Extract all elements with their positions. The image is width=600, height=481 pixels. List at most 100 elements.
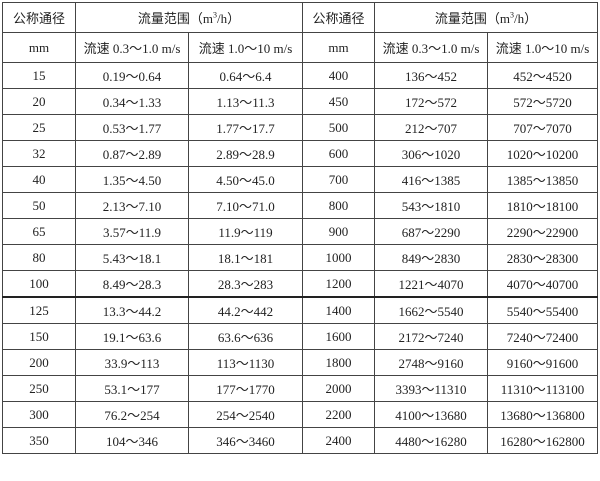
table-cell: 1800: [302, 349, 375, 376]
table-cell: 16280～162800: [487, 427, 598, 454]
table-cell: 572～5720: [487, 88, 598, 115]
table-cell: 172～572: [374, 88, 488, 115]
table-cell: 0.19～0.64: [75, 62, 189, 89]
flow-range-table: 公称通径 流量范围（m3/h） 公称通径 流量范围（m3/h） mm 流速 0.…: [2, 2, 598, 454]
table-cell: 76.2～254: [75, 401, 189, 428]
table-cell: 4480～16280: [374, 427, 488, 454]
table-cell: 4070～40700: [487, 270, 598, 298]
table-cell: 19.1～63.6: [75, 323, 189, 350]
table-cell: 346～3460: [188, 427, 303, 454]
dn-header: 公称通径: [302, 2, 375, 33]
table-cell: 177～1770: [188, 375, 303, 402]
header-row-1: 公称通径 流量范围（m3/h） 公称通径 流量范围（m3/h）: [2, 2, 598, 33]
table-cell: 28.3～283: [188, 270, 303, 298]
table-cell: 3393～11310: [374, 375, 488, 402]
table-cell: 4100～13680: [374, 401, 488, 428]
table-cell: 2748～9160: [374, 349, 488, 376]
table-cell: 125: [2, 296, 76, 324]
table-cell: 200: [2, 349, 76, 376]
flow-range-header: 流量范围（m3/h）: [374, 2, 598, 33]
table-row: 40 1.35～4.50 4.50～45.0 700 416～1385 1385～1385…: [2, 166, 598, 193]
table-cell: 25: [2, 114, 76, 141]
table-cell: 500: [302, 114, 375, 141]
table-cell: 5.43～18.1: [75, 244, 189, 271]
table-cell: 1.77～17.7: [188, 114, 303, 141]
table-cell: 2400: [302, 427, 375, 454]
table-cell: 4.50～45.0: [188, 166, 303, 193]
table-cell: 5540～55400: [487, 296, 598, 324]
table-cell: 350: [2, 427, 76, 454]
table-cell: 849～2830: [374, 244, 488, 271]
table-cell: 300: [2, 401, 76, 428]
table-row: 200 33.9～113 113～1130 1800 2748～9160 9160～916…: [2, 349, 598, 376]
high-speed-header: 流速 1.0～10 m/s: [487, 32, 598, 63]
table-cell: 1600: [302, 323, 375, 350]
table-cell: 113～1130: [188, 349, 303, 376]
table-cell: 700: [302, 166, 375, 193]
table-row: 20 0.34～1.33 1.13～11.3 450 172～572 572～5720: [2, 88, 598, 115]
table-cell: 0.64～6.4: [188, 62, 303, 89]
table-cell: 450: [302, 88, 375, 115]
unit-header: mm: [302, 32, 375, 63]
table-row: 32 0.87～2.89 2.89～28.9 600 306～1020 1020～1020…: [2, 140, 598, 167]
table-cell: 3.57～11.9: [75, 218, 189, 245]
table-cell: 1200: [302, 270, 375, 298]
table-cell: 150: [2, 323, 76, 350]
unit-header: mm: [2, 32, 76, 63]
table-cell: 1221～4070: [374, 270, 488, 298]
table-row: 80 5.43～18.1 18.1～181 1000 849～2830 2830～2830…: [2, 244, 598, 271]
table-cell: 0.87～2.89: [75, 140, 189, 167]
table-row: 100 8.49～28.3 28.3～283 1200 1221～4070 4070～40…: [2, 270, 598, 298]
table-cell: 2200: [302, 401, 375, 428]
high-speed-header: 流速 1.0～10 m/s: [188, 32, 303, 63]
table-cell: 50: [2, 192, 76, 219]
table-cell: 7.10～71.0: [188, 192, 303, 219]
table-cell: 2.13～7.10: [75, 192, 189, 219]
table-cell: 543～1810: [374, 192, 488, 219]
table-cell: 707～7070: [487, 114, 598, 141]
table-cell: 1400: [302, 296, 375, 324]
table-cell: 63.6～636: [188, 323, 303, 350]
table-cell: 900: [302, 218, 375, 245]
table-cell: 18.1～181: [188, 244, 303, 271]
table-row: 350 104～346 346～3460 2400 4480～16280 16280～16…: [2, 427, 598, 454]
table-cell: 600: [302, 140, 375, 167]
table-cell: 9160～91600: [487, 349, 598, 376]
table-cell: 1020～10200: [487, 140, 598, 167]
dn-header: 公称通径: [2, 2, 76, 33]
table-cell: 2172～7240: [374, 323, 488, 350]
table-cell: 416～1385: [374, 166, 488, 193]
table-row: 50 2.13～7.10 7.10～71.0 800 543～1810 1810～1810…: [2, 192, 598, 219]
table-cell: 20: [2, 88, 76, 115]
low-speed-header: 流速 0.3～1.0 m/s: [75, 32, 189, 63]
table-cell: 250: [2, 375, 76, 402]
table-cell: 2.89～28.9: [188, 140, 303, 167]
table-cell: 40: [2, 166, 76, 193]
table-cell: 1385～13850: [487, 166, 598, 193]
table-cell: 452～4520: [487, 62, 598, 89]
table-cell: 1.35～4.50: [75, 166, 189, 193]
table-cell: 7240～72400: [487, 323, 598, 350]
table-cell: 53.1～177: [75, 375, 189, 402]
table-row: 300 76.2～254 254～2540 2200 4100～13680 13680～1…: [2, 401, 598, 428]
table-cell: 400: [302, 62, 375, 89]
table-cell: 32: [2, 140, 76, 167]
table-cell: 33.9～113: [75, 349, 189, 376]
table-cell: 0.34～1.33: [75, 88, 189, 115]
table-cell: 11.9～119: [188, 218, 303, 245]
table-cell: 104～346: [75, 427, 189, 454]
table-cell: 65: [2, 218, 76, 245]
table-cell: 15: [2, 62, 76, 89]
table-cell: 13680～136800: [487, 401, 598, 428]
table-cell: 306～1020: [374, 140, 488, 167]
table-cell: 2290～22900: [487, 218, 598, 245]
table-row: 65 3.57～11.9 11.9～119 900 687～2290 2290～22900: [2, 218, 598, 245]
table-cell: 212～707: [374, 114, 488, 141]
table-cell: 1000: [302, 244, 375, 271]
table-row: 250 53.1～177 177～1770 2000 3393～11310 11310～1…: [2, 375, 598, 402]
table-row: 15 0.19～0.64 0.64～6.4 400 136～452 452～4520: [2, 62, 598, 89]
header-row-2: mm 流速 0.3～1.0 m/s 流速 1.0～10 m/s mm 流速 0.…: [2, 32, 598, 63]
table-cell: 1.13～11.3: [188, 88, 303, 115]
table-cell: 2830～28300: [487, 244, 598, 271]
table-cell: 136～452: [374, 62, 488, 89]
